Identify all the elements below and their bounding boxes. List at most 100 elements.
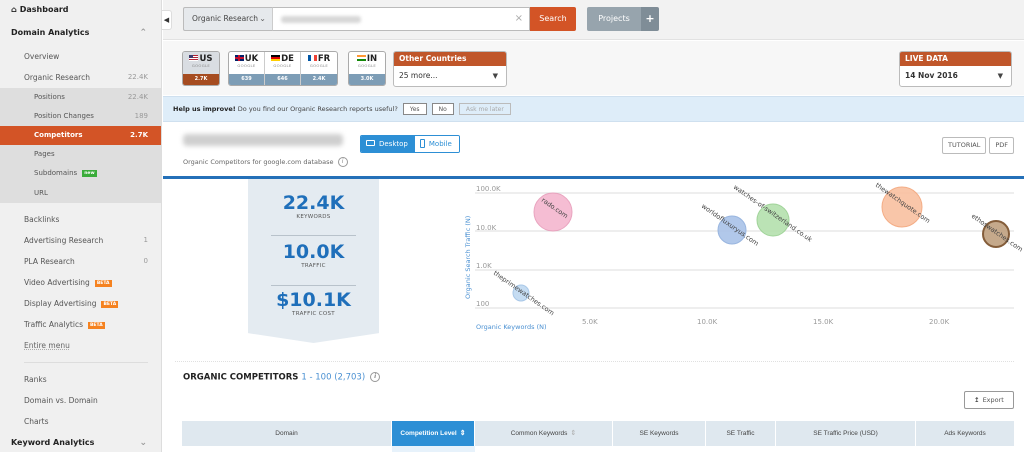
sidebar-item-position-changes[interactable]: Position Changes 189	[0, 107, 161, 126]
info-icon[interactable]: i	[337, 157, 348, 167]
database-select[interactable]: Organic Research ⌄	[183, 7, 272, 31]
bubble-thewatchquote[interactable]: thewatchquote.com	[874, 181, 932, 228]
column-se-traffic-price[interactable]: SE Traffic Price (USD)	[776, 421, 916, 446]
bubble-rado[interactable]: rado.com	[533, 192, 573, 232]
blurred-domain-text	[281, 16, 361, 23]
svg-text:Organic Search Traffic (N): Organic Search Traffic (N)	[464, 216, 472, 299]
sort-icon: ⇕	[459, 430, 466, 437]
sidebar-item-url[interactable]: URL	[0, 183, 161, 203]
svg-text:10.0K: 10.0K	[697, 318, 718, 326]
sidebar-collapse-toggle[interactable]: ◀	[162, 10, 172, 30]
keywords-stat: 22.4K KEYWORDS	[282, 192, 345, 220]
column-ads-keywords[interactable]: Ads Keywords	[916, 421, 1014, 446]
report-actions: TUTORIAL PDF	[942, 137, 1014, 154]
other-countries-dropdown[interactable]: Other Countries 25 more... ▼	[393, 51, 507, 87]
svg-text:theprimewatches.com: theprimewatches.com	[492, 269, 556, 317]
divider	[271, 235, 356, 236]
pdf-button[interactable]: PDF	[989, 137, 1014, 154]
divider	[175, 361, 1014, 362]
home-icon: ⌂	[11, 5, 17, 14]
search-button[interactable]: Search	[530, 7, 576, 31]
sidebar-item-competitors[interactable]: Competitors 2.7K	[0, 126, 161, 145]
de-flag-icon	[271, 54, 281, 61]
new-badge: new	[82, 169, 97, 177]
column-common-keywords[interactable]: Common Keywords ⇕	[475, 421, 613, 446]
add-project-button[interactable]: +	[641, 7, 659, 31]
summary-panel: 22.4K KEYWORDS 10.0K TRAFFIC $10.1K TRAF…	[248, 179, 379, 343]
feedback-later-button[interactable]: Ask me later	[458, 103, 511, 115]
projects-button[interactable]: Projects	[587, 7, 641, 31]
sidebar-item-pages[interactable]: Pages	[0, 145, 161, 164]
svg-text:100.0K: 100.0K	[476, 185, 501, 193]
sidebar-domain-analytics[interactable]: Domain Analytics ⌃	[0, 20, 161, 46]
column-competition-level[interactable]: Competition Level ⇕	[392, 421, 475, 446]
sidebar-item-ranks[interactable]: Ranks	[24, 375, 47, 384]
divider	[24, 362, 148, 363]
column-domain[interactable]: Domain	[182, 421, 392, 446]
column-se-keywords[interactable]: SE Keywords	[613, 421, 706, 446]
in-flag-icon	[356, 54, 366, 61]
sidebar-item-pla-research[interactable]: PLA Research 0	[24, 257, 148, 266]
svg-text:5.0K: 5.0K	[582, 318, 598, 326]
svg-text:Organic Keywords (N): Organic Keywords (N)	[476, 323, 547, 331]
desktop-tab[interactable]: Desktop	[361, 136, 415, 152]
sidebar-item-organic-research[interactable]: Organic Research 22.4K	[24, 73, 148, 82]
domain-header: Desktop Mobile Organic Competitors for g…	[163, 123, 1024, 178]
mobile-tab[interactable]: Mobile	[414, 136, 459, 152]
competitive-positioning-chart: 100.0K 10.0K 1.0K 100 5.0K 10.0K 15.0K 2…	[455, 179, 1024, 339]
phone-icon	[419, 138, 425, 148]
bubble-ethoswatches[interactable]: ethoswatches.com	[970, 212, 1024, 253]
bubble-theprimewatches[interactable]: theprimewatches.com	[492, 269, 556, 317]
divider	[271, 285, 356, 286]
beta-badge: BETA	[101, 300, 119, 308]
sidebar-item-backlinks[interactable]: Backlinks	[24, 215, 60, 224]
country-de[interactable]: DE GOOGLE 646	[265, 52, 301, 85]
sidebar-item-overview[interactable]: Overview	[24, 52, 60, 61]
sidebar-item-display-advertising[interactable]: Display Advertising BETA	[24, 299, 119, 308]
caret-down-icon: ▼	[997, 72, 1003, 80]
competitors-table-header: Domain Competition Level ⇕ Common Keyword…	[182, 421, 1014, 446]
clear-icon[interactable]: ×	[514, 13, 523, 24]
bubble-chart-svg: 100.0K 10.0K 1.0K 100 5.0K 10.0K 15.0K 2…	[464, 181, 1024, 331]
sidebar-item-traffic-analytics[interactable]: Traffic Analytics BETA	[24, 320, 105, 329]
sidebar-item-charts[interactable]: Charts	[24, 417, 49, 426]
sidebar-item-positions[interactable]: Positions 22.4K	[0, 88, 161, 107]
country-in-flag-cell[interactable]: IN GOOGLE 3.0K	[349, 52, 385, 85]
feedback-no-button[interactable]: No	[431, 103, 454, 115]
beta-badge: BETA	[87, 321, 105, 329]
svg-text:1.0K: 1.0K	[476, 262, 492, 270]
bubble-worldofluxuryus[interactable]: worldofluxuryus.com	[700, 202, 760, 248]
export-button[interactable]: ↥ Export	[964, 391, 1014, 409]
active-column-highlight	[392, 446, 475, 452]
sidebar-item-domain-vs-domain[interactable]: Domain vs. Domain	[24, 396, 98, 405]
result-range: 1 - 100 (2,703)	[301, 372, 366, 383]
chevron-down-icon: ⌄	[139, 438, 147, 448]
sidebar-item-subdomains[interactable]: Subdomains new	[0, 164, 161, 183]
country-group-eu: UK GOOGLE 639 DE GOOGLE 646 FR GOOGLE 2.4K	[228, 51, 338, 86]
svg-text:100: 100	[476, 300, 489, 308]
country-fr[interactable]: FR GOOGLE 2.4K	[301, 52, 337, 85]
beta-badge: BETA	[94, 279, 112, 287]
column-se-traffic[interactable]: SE Traffic	[706, 421, 776, 446]
country-uk[interactable]: UK GOOGLE 639	[229, 52, 265, 85]
caret-down-icon: ▼	[492, 72, 498, 80]
tutorial-button[interactable]: TUTORIAL	[942, 137, 987, 154]
traffic-stat: 10.0K TRAFFIC	[282, 241, 345, 269]
search-input[interactable]: ×	[272, 7, 530, 31]
sidebar-item-advertising-research[interactable]: Advertising Research 1	[24, 236, 148, 245]
sidebar-item-entire-menu[interactable]: Entire menu	[24, 341, 70, 350]
database-caption: Organic Competitors for google.com datab…	[183, 157, 348, 167]
sidebar-dashboard[interactable]: ⌂ Dashboard	[0, 0, 161, 20]
sidebar-item-video-advertising[interactable]: Video Advertising BETA	[24, 278, 112, 287]
country-us-flag-cell[interactable]: US GOOGLE 2.7K	[183, 52, 219, 85]
chevron-down-icon: ⌄	[259, 14, 266, 23]
feedback-yes-button[interactable]: Yes	[402, 103, 427, 115]
sidebar-keyword-analytics[interactable]: Keyword Analytics ⌄	[0, 432, 161, 452]
database-bar: US GOOGLE 2.7K UK GOOGLE 639 DE GOOGLE 646 …	[163, 41, 1024, 95]
country-us[interactable]: US GOOGLE 2.7K	[182, 51, 220, 86]
country-in[interactable]: IN GOOGLE 3.0K	[348, 51, 386, 86]
feedback-bar: Help us improve! Do you find our Organic…	[163, 96, 1024, 122]
caret-left-icon: ◀	[163, 16, 170, 24]
info-icon[interactable]: i	[370, 372, 381, 382]
live-data-dropdown[interactable]: LIVE DATA 14 Nov 2016 ▼	[899, 51, 1012, 87]
